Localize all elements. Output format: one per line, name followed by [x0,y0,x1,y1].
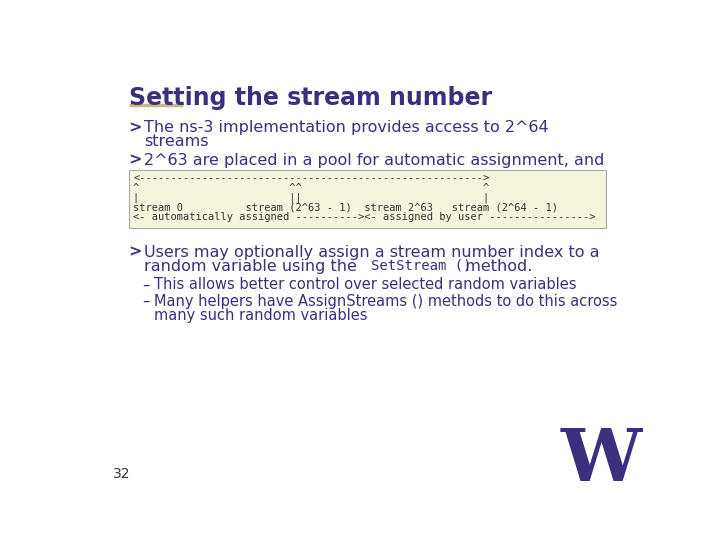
Text: The ns-3 implementation provides access to 2^64: The ns-3 implementation provides access … [144,120,549,135]
Text: –: – [143,294,150,309]
Text: Setting the stream number: Setting the stream number [129,86,492,110]
Text: random variable using the: random variable using the [144,259,362,274]
Text: Many helpers have AssignStreams () methods to do this across: Many helpers have AssignStreams () metho… [153,294,617,309]
Text: –: – [143,278,150,292]
Text: >: > [129,153,143,167]
Text: W: W [561,425,642,496]
Text: |                        ||                             |: | || | [133,193,490,203]
Text: Users may optionally assign a stream number index to a: Users may optionally assign a stream num… [144,245,600,260]
Text: 2^63 are placed in a pool for automatic assignment, and: 2^63 are placed in a pool for automatic … [144,153,605,167]
Text: SetStream (): SetStream () [371,259,472,273]
Text: ^                        ^^                             ^: ^ ^^ ^ [133,183,490,193]
Text: stream 0          stream (2^63 - 1)  stream 2^63   stream (2^64 - 1): stream 0 stream (2^63 - 1) stream 2^63 s… [133,202,559,212]
Text: This allows better control over selected random variables: This allows better control over selected… [153,278,576,292]
Text: >: > [129,245,143,260]
Text: >: > [129,120,143,135]
Text: <- automatically assigned ----------><- assigned by user ---------------->: <- automatically assigned ----------><- … [133,212,596,222]
Text: many such random variables: many such random variables [153,308,367,323]
Text: streams: streams [144,134,209,149]
Text: 32: 32 [113,467,131,481]
Text: method.: method. [455,259,533,274]
FancyBboxPatch shape [129,170,606,228]
Text: <------------------------------------------------------->: <---------------------------------------… [133,173,490,184]
